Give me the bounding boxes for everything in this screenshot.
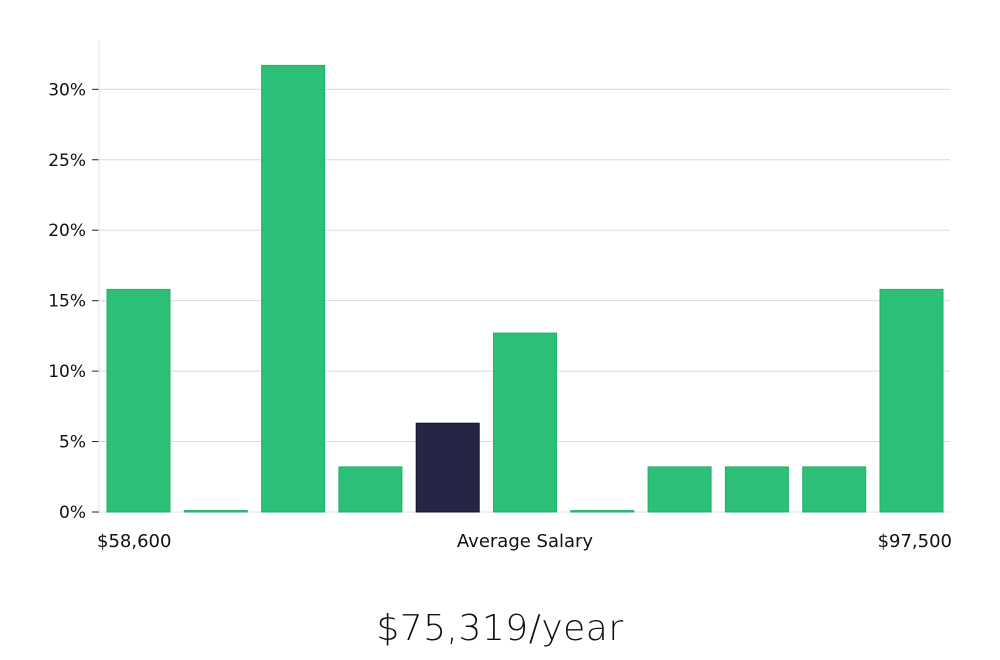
grid-lines — [99, 88, 950, 443]
bar — [338, 466, 403, 513]
y-tick-label: 30% — [48, 80, 86, 100]
average-salary-value: $75,319/year — [376, 608, 624, 649]
bar — [879, 288, 944, 513]
bar — [183, 510, 248, 513]
y-axis-ticks: 0% 5% 10% 15% 20% 25% 30% — [48, 80, 99, 523]
y-tick-label: 20% — [48, 221, 86, 241]
bars — [106, 64, 944, 513]
bar — [106, 288, 171, 513]
y-tick-label: 10% — [48, 362, 86, 382]
y-tick-label: 0% — [59, 503, 86, 523]
y-tick-label: 5% — [59, 433, 86, 453]
bar — [724, 466, 789, 513]
bar — [802, 466, 867, 513]
salary-histogram: 0% 5% 10% 15% 20% 25% 30% $58,600 Average Sala… — [48, 40, 952, 552]
bar — [647, 466, 712, 513]
bar — [261, 64, 326, 513]
bar — [493, 332, 557, 513]
bar-average-salary — [415, 422, 480, 513]
y-tick-label: 25% — [48, 151, 86, 171]
x-min-label: $58,600 — [97, 531, 171, 552]
x-axis-title: Average Salary — [457, 531, 594, 552]
bar — [570, 510, 635, 513]
x-max-label: $97,500 — [878, 531, 952, 552]
y-tick-label: 15% — [48, 292, 86, 312]
